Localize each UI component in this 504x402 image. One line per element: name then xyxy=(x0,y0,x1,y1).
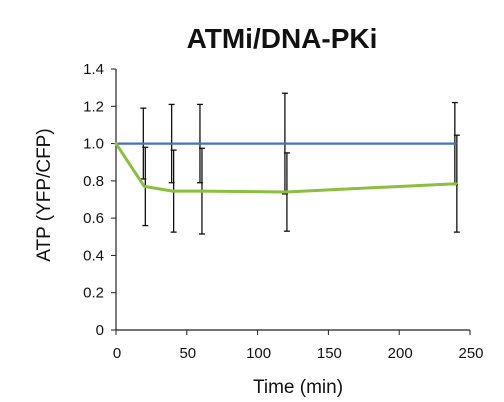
x-tick-label: 150 xyxy=(317,345,342,362)
y-tick-label: 0.2 xyxy=(83,285,104,302)
chart-title: ATMi/DNA-PKi xyxy=(187,23,378,54)
error-bars xyxy=(140,92,460,235)
y-axis-label: ATP (YFP/CFP) xyxy=(34,128,55,261)
x-axis-label: Time (min) xyxy=(253,377,343,398)
series-line-2 xyxy=(114,142,458,194)
y-tick-label: 0.8 xyxy=(83,173,104,190)
x-tick-label: 250 xyxy=(458,345,483,362)
x-tick-label: 200 xyxy=(388,345,413,362)
y-tick-label: 0 xyxy=(96,322,104,339)
x-tick-label: 100 xyxy=(246,345,271,362)
y-tick-label: 1.0 xyxy=(83,136,104,153)
x-tick-label: 0 xyxy=(113,345,121,362)
y-tick-label: 0.6 xyxy=(83,210,104,227)
y-tick-label: 0.4 xyxy=(83,247,104,264)
axes: 0 0.2 0.4 0.6 0.8 1.0 1.2 1.4 0 50 100 150 200 250 xyxy=(83,61,483,362)
x-tick-label: 50 xyxy=(179,345,196,362)
y-tick-label: 1.2 xyxy=(83,98,104,115)
series-lines xyxy=(114,142,458,194)
y-tick-label: 1.4 xyxy=(83,61,104,78)
